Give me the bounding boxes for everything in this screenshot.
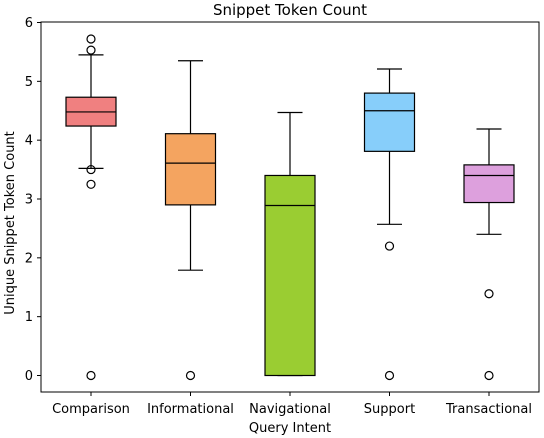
- y-tick-label: 4: [25, 134, 33, 149]
- outlier-point: [86, 370, 96, 381]
- x-axis-label: Query Intent: [249, 421, 331, 436]
- outlier-point: [484, 370, 494, 381]
- box: [363, 92, 416, 152]
- x-tick-label: Navigational: [249, 402, 331, 417]
- x-tick-label: Comparison: [52, 402, 130, 417]
- outlier-point: [384, 241, 395, 251]
- y-tick-label: 6: [25, 16, 33, 31]
- y-tick-label: 1: [25, 310, 33, 325]
- box: [463, 164, 515, 204]
- y-tick-label: 0: [25, 369, 33, 384]
- x-tick-label: Support: [364, 402, 415, 417]
- outlier-point: [86, 45, 96, 55]
- y-axis-label: Unique Snippet Token Count: [3, 131, 18, 315]
- outlier-point: [384, 370, 395, 381]
- x-tick-label: Transactional: [445, 402, 532, 417]
- outlier-point: [484, 289, 494, 299]
- x-tick-label: Informational: [147, 402, 234, 417]
- box: [264, 174, 316, 377]
- outlier-point: [86, 179, 96, 189]
- box: [164, 133, 217, 206]
- plot-area: 0 1 2 3 4 5 6 Comparison Informational Navigation…: [25, 16, 532, 417]
- outlier-point: [185, 370, 196, 381]
- outlier-point: [86, 34, 96, 44]
- chart-title: Snippet Token Count: [213, 1, 367, 19]
- y-tick-label: 2: [25, 251, 33, 266]
- plot-frame: [40, 21, 540, 393]
- outlier-point: [86, 164, 96, 175]
- y-tick-label: 5: [25, 75, 33, 90]
- y-tick-label: 3: [25, 193, 33, 208]
